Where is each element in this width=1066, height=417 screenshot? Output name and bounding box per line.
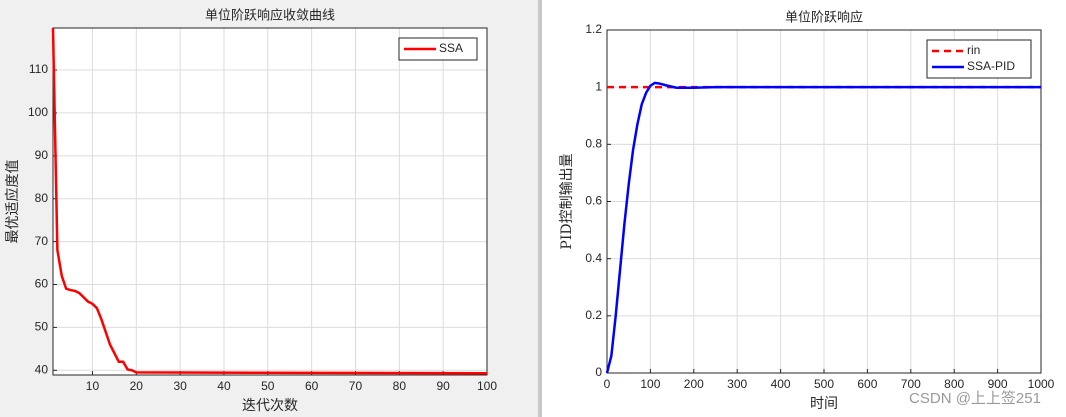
chart-title: 单位阶跃响应 <box>785 10 863 26</box>
x-tick-label: 40 <box>217 379 231 393</box>
x-tick-label: 600 <box>857 377 877 391</box>
y-tick-label: 0 <box>595 365 602 379</box>
y-tick-label: 110 <box>29 62 48 76</box>
x-tick-label: 10 <box>86 379 100 393</box>
y-tick-label: 60 <box>35 277 49 291</box>
axes-box <box>52 27 488 376</box>
x-tick-label: 400 <box>771 377 791 391</box>
legend-label: SSA <box>439 41 463 55</box>
x-axis-label: 迭代次数 <box>242 398 298 414</box>
x-tick-label: 800 <box>944 377 964 391</box>
y-tick-label: 100 <box>28 105 48 119</box>
y-tick-label: 0.4 <box>585 251 602 265</box>
chart-title: 单位阶跃响应收敛曲线 <box>205 8 335 24</box>
y-tick-label: 1 <box>595 79 602 93</box>
x-tick-label: 200 <box>684 377 704 391</box>
plot-area <box>53 28 487 375</box>
x-tick-label: 0 <box>604 377 611 391</box>
x-tick-label: 60 <box>305 379 319 393</box>
x-tick-label: 70 <box>349 379 363 393</box>
y-tick-label: 90 <box>35 148 49 162</box>
series-line <box>51 27 488 375</box>
x-tick-label: 700 <box>901 377 921 391</box>
axes-box <box>606 29 1042 374</box>
y-tick-label: 1.2 <box>585 22 602 36</box>
x-tick-label: 80 <box>393 379 407 393</box>
y-tick-label: 80 <box>35 191 49 205</box>
y-tick-label: 0.2 <box>585 308 602 322</box>
x-tick-label: 50 <box>261 379 275 393</box>
y-tick-label: 0.8 <box>585 137 602 151</box>
divider <box>538 0 542 417</box>
x-tick-label: 1000 <box>1028 377 1055 391</box>
x-axis-label: 时间 <box>810 396 838 412</box>
y-tick-label: 70 <box>35 234 49 248</box>
x-tick-label: 100 <box>640 377 660 391</box>
x-tick-label: 30 <box>173 379 187 393</box>
x-tick-label: 100 <box>477 379 497 393</box>
legend-box <box>926 39 1032 79</box>
watermark: CSDN @上上签251 <box>909 390 1041 407</box>
x-tick-label: 500 <box>814 377 834 391</box>
x-tick-label: 300 <box>727 377 747 391</box>
y-tick-label: 0.6 <box>585 194 602 208</box>
y-axis-label: 最优适应度值 <box>4 160 21 244</box>
y-tick-label: 40 <box>35 362 49 376</box>
y-axis-label: PID控制输出量 <box>559 153 575 249</box>
legend-box <box>398 37 478 61</box>
y-tick-label: 50 <box>35 320 49 334</box>
x-tick-label: 90 <box>436 379 450 393</box>
legend-label: rin <box>967 43 980 57</box>
x-tick-label: 900 <box>988 377 1008 391</box>
legend-label: SSA-PID <box>967 59 1015 73</box>
x-tick-label: 20 <box>130 379 144 393</box>
series-line <box>605 81 1041 374</box>
